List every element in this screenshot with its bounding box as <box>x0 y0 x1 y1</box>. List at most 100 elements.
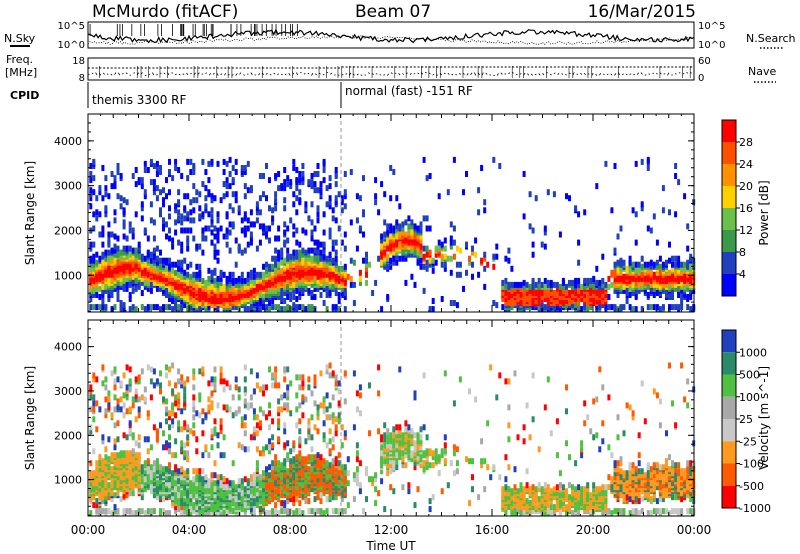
heatmap-cell <box>274 502 278 509</box>
heatmap-cell <box>89 283 93 290</box>
heatmap-cell <box>131 173 135 179</box>
heatmap-cell <box>322 177 326 184</box>
heatmap-cell <box>310 201 314 208</box>
heatmap-cell <box>107 275 111 282</box>
heatmap-cell <box>183 420 187 427</box>
heatmap-cell <box>295 249 299 256</box>
heatmap-cell <box>231 460 235 467</box>
heatmap-cell <box>686 271 690 278</box>
heatmap-cell <box>104 191 108 198</box>
heatmap-cell <box>522 306 526 313</box>
heatmap-cell <box>668 304 671 311</box>
heatmap-cell <box>677 292 681 298</box>
heatmap-cell <box>398 241 402 248</box>
heatmap-cell <box>295 263 299 270</box>
colorbar-segment <box>722 142 736 164</box>
heatmap-cell <box>180 498 184 505</box>
heatmap-cell <box>234 169 238 175</box>
heatmap-cell <box>222 434 226 441</box>
heatmap-cell <box>128 468 132 475</box>
heatmap-cell <box>213 504 217 511</box>
heatmap-cell <box>186 508 190 515</box>
heatmap-cell <box>458 247 462 254</box>
heatmap-cell <box>174 287 178 294</box>
heatmap-cell <box>122 233 126 240</box>
heatmap-cell <box>313 181 317 188</box>
heatmap-cell <box>271 460 275 467</box>
heatmap-cell <box>174 158 178 165</box>
heatmap-cell <box>131 510 135 517</box>
heatmap-cell <box>110 253 114 260</box>
heatmap-cell <box>159 494 162 501</box>
heatmap-cell <box>204 412 208 419</box>
heatmap-cell <box>219 366 223 373</box>
heatmap-cell <box>128 406 132 413</box>
heatmap-cell <box>162 271 165 278</box>
heatmap-cell <box>113 183 117 190</box>
heatmap-cell <box>192 502 196 509</box>
heatmap-cell <box>634 239 638 246</box>
heatmap-cell <box>325 306 329 313</box>
heatmap-cell <box>301 171 305 177</box>
heatmap-cell <box>298 290 302 296</box>
heatmap-cell <box>586 292 590 298</box>
heatmap-cell <box>543 229 547 236</box>
heatmap-cell <box>195 468 199 475</box>
heatmap-cell <box>219 269 223 276</box>
heatmap-cell <box>283 257 287 264</box>
heatmap-cell <box>137 412 141 419</box>
heatmap-cell <box>507 247 511 254</box>
freq-panel-frame <box>87 57 695 81</box>
heatmap-cell <box>616 233 620 240</box>
heatmap-cell <box>289 306 293 313</box>
heatmap-cell <box>137 508 141 515</box>
heatmap-cell <box>89 265 93 272</box>
heatmap-cell <box>119 380 123 387</box>
heatmap-cell <box>428 225 432 232</box>
heatmap-cell <box>446 189 450 196</box>
noise-axis-top-left: 10^5 <box>58 21 85 32</box>
heatmap-cell <box>162 444 165 451</box>
heatmap-cell <box>107 400 111 407</box>
heatmap-cell <box>295 287 299 294</box>
heatmap-cell <box>313 273 317 280</box>
heatmap-cell <box>192 183 196 190</box>
heatmap-cell <box>292 273 296 280</box>
heatmap-cell <box>334 304 338 311</box>
heatmap-cell <box>152 253 156 260</box>
heatmap-cell <box>234 384 238 391</box>
heatmap-cell <box>98 494 102 501</box>
heatmap-cell <box>531 241 535 248</box>
heatmap-cell <box>307 287 311 294</box>
heatmap-cell <box>152 247 156 254</box>
heatmap-cell <box>640 279 644 286</box>
heatmap-cell <box>225 490 229 497</box>
heatmap-cell <box>228 247 232 254</box>
heatmap-cell <box>671 261 674 268</box>
heatmap-cell <box>104 446 108 453</box>
heatmap-cell <box>210 376 214 383</box>
heatmap-cell <box>216 249 220 256</box>
heatmap-cell <box>125 199 129 206</box>
cpid-panel: themis 3300 RF normal (fast) -151 RF <box>87 82 473 108</box>
heatmap-cell <box>486 261 490 268</box>
heatmap-cell <box>159 261 162 268</box>
heatmap-cell <box>413 243 417 250</box>
heatmap-cell <box>180 290 184 296</box>
heatmap-cell <box>228 296 232 302</box>
heatmap-cell <box>89 171 93 177</box>
heatmap-cell <box>455 245 459 252</box>
heatmap-cell <box>577 281 581 288</box>
heatmap-cell <box>328 255 332 262</box>
heatmap-cell <box>143 167 147 173</box>
heatmap-cell <box>155 378 159 385</box>
heatmap-cell <box>216 217 220 224</box>
heatmap-cell <box>680 300 684 306</box>
heatmap-cell <box>228 221 232 228</box>
heatmap-cell <box>640 271 644 278</box>
heatmap-cell <box>607 283 611 290</box>
heatmap-cell <box>192 400 196 407</box>
heatmap-cell <box>186 263 190 270</box>
heatmap-cell <box>177 504 181 511</box>
heatmap-cell <box>531 283 535 290</box>
